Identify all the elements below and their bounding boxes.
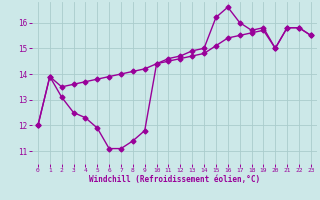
X-axis label: Windchill (Refroidissement éolien,°C): Windchill (Refroidissement éolien,°C) — [89, 175, 260, 184]
